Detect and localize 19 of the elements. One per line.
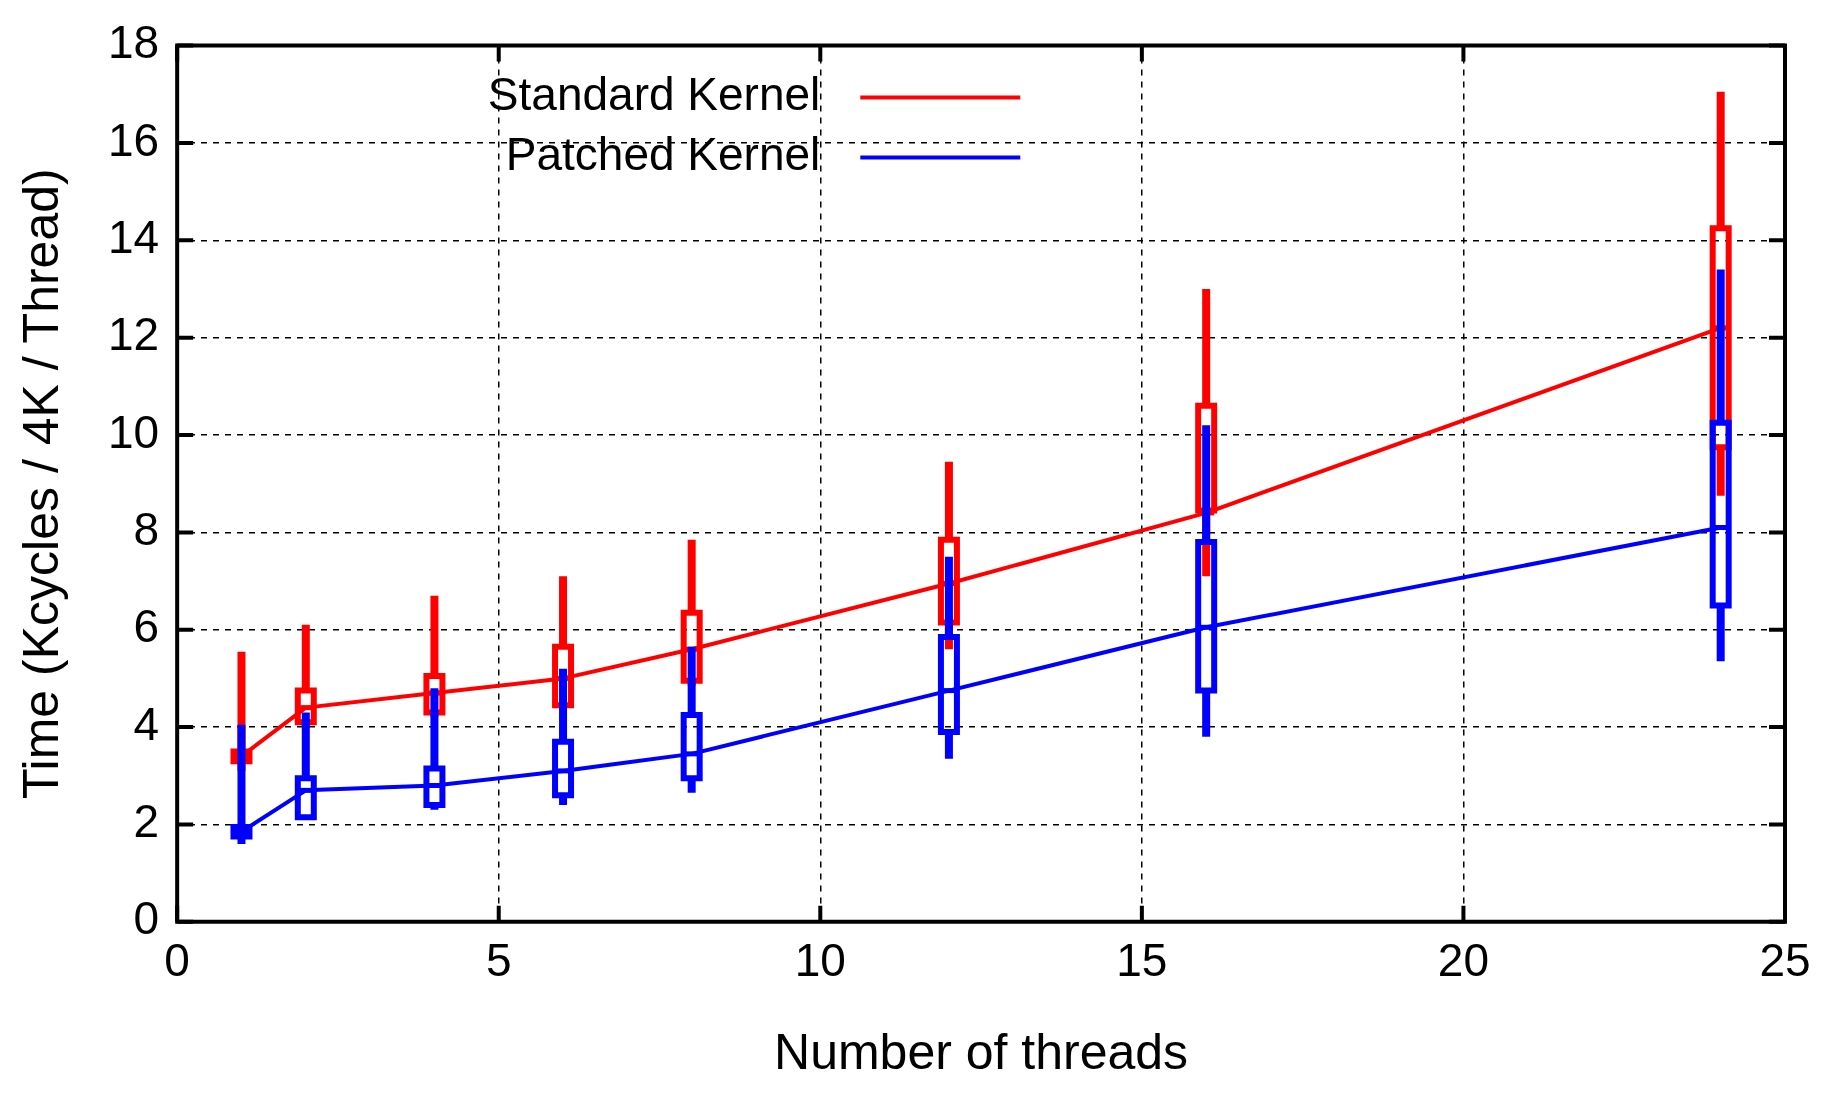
y-tick-label: 4 xyxy=(133,697,160,750)
y-tick-label: 12 xyxy=(107,308,160,361)
x-tick-label: 25 xyxy=(1759,934,1811,987)
x-tick-label: 20 xyxy=(1437,934,1490,987)
y-tick-label: 14 xyxy=(107,211,160,263)
y-tick-label: 16 xyxy=(107,113,160,166)
legend-label: Standard Kernel xyxy=(487,68,821,121)
y-tick-label: 18 xyxy=(107,16,160,69)
legend-label: Patched Kernel xyxy=(505,128,821,181)
x-tick-label: 5 xyxy=(485,934,512,987)
y-tick-label: 10 xyxy=(107,405,160,458)
y-tick-label: 0 xyxy=(133,892,160,945)
x-tick-label: 10 xyxy=(794,934,846,987)
y-axis-title: Time (Kcycles / 4K / Thread) xyxy=(12,168,69,800)
y-tick-label: 2 xyxy=(133,795,160,848)
y-tick-label: 8 xyxy=(133,503,160,556)
y-tick-label: 6 xyxy=(133,600,160,653)
x-axis-title: Number of threads xyxy=(774,1023,1189,1080)
x-tick-label: 15 xyxy=(1116,934,1168,987)
